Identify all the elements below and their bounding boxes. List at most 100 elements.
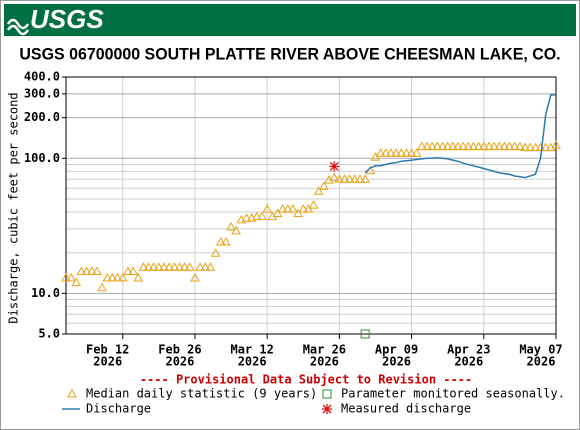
median-marker <box>386 148 396 157</box>
median-marker <box>205 262 216 271</box>
y-tick-label: 100.0 <box>24 151 60 165</box>
x-tick-label: 2026 <box>454 355 483 369</box>
median-marker <box>489 141 499 151</box>
median-marker <box>447 141 458 151</box>
median-marker <box>525 142 536 152</box>
header-band <box>4 4 576 36</box>
median-marker <box>422 141 432 151</box>
median-marker <box>272 208 283 218</box>
median-marker <box>313 186 324 195</box>
median-marker <box>380 148 391 157</box>
median-marker <box>66 272 77 282</box>
median-marker <box>329 172 340 182</box>
legend-swatch <box>322 404 332 414</box>
median-marker <box>298 204 309 213</box>
median-marker <box>184 262 195 271</box>
median-marker <box>221 236 231 246</box>
median-marker <box>494 141 505 151</box>
legend-label: Measured discharge <box>341 402 471 416</box>
median-marker <box>293 208 303 218</box>
median-marker <box>102 272 113 282</box>
median-marker <box>210 248 221 257</box>
median-marker <box>174 262 185 271</box>
median-marker <box>334 174 345 183</box>
median-marker <box>288 204 298 213</box>
y-axis-label: Discharge, cubic feet per second <box>7 92 21 323</box>
median-marker <box>473 141 484 151</box>
legend-swatch <box>322 389 332 399</box>
median-marker <box>107 272 118 282</box>
x-tick-label: 2026 <box>382 355 411 369</box>
median-marker <box>319 181 329 190</box>
median-marker <box>396 148 407 157</box>
median-marker <box>509 141 520 151</box>
y-tick-label: 300.0 <box>24 86 60 100</box>
median-marker <box>86 266 97 276</box>
median-marker <box>277 204 288 213</box>
median-marker <box>484 141 494 151</box>
median-marker <box>231 225 242 235</box>
median-marker <box>133 272 144 282</box>
median-marker <box>442 141 453 151</box>
median-marker <box>437 141 448 151</box>
median-marker <box>215 236 226 246</box>
y-tick-label: 10.0 <box>31 286 60 300</box>
median-marker <box>540 142 551 152</box>
x-tick-label: 2026 <box>165 355 194 369</box>
median-marker <box>504 141 515 151</box>
median-marker <box>355 174 365 183</box>
median-marker <box>375 148 386 157</box>
x-tick-label: Feb 12 <box>86 343 129 357</box>
median-marker <box>551 140 561 149</box>
median-marker <box>463 141 474 151</box>
median-marker <box>76 266 87 276</box>
y-tick-label: 200.0 <box>24 110 60 124</box>
provisional-note: ---- Provisional Data Subject to Revisio… <box>140 373 472 387</box>
median-marker <box>257 211 267 221</box>
median-marker <box>303 204 314 213</box>
median-marker <box>71 277 82 287</box>
median-marker <box>92 266 102 276</box>
median-marker <box>339 174 350 183</box>
median-marker <box>468 141 479 151</box>
median-marker <box>164 262 175 271</box>
median-marker <box>200 262 211 271</box>
x-tick-label: Feb 26 <box>158 343 201 357</box>
y-tick-label: 5.0 <box>38 327 60 341</box>
median-marker <box>515 141 525 151</box>
median-marker <box>195 262 205 271</box>
x-tick-label: 2026 <box>527 355 556 369</box>
median-marker <box>262 204 273 213</box>
median-marker <box>478 141 489 151</box>
median-marker <box>97 282 107 292</box>
median-marker <box>391 148 401 157</box>
median-marker <box>427 141 438 151</box>
median-marker <box>360 174 371 183</box>
median-marker <box>417 141 427 151</box>
median-marker <box>411 148 422 157</box>
median-marker <box>458 141 469 151</box>
median-marker <box>153 262 164 271</box>
median-marker <box>349 174 360 183</box>
median-marker <box>530 142 541 152</box>
median-marker <box>61 272 71 282</box>
median-marker <box>453 141 463 151</box>
median-marker <box>81 266 92 276</box>
logo-waves <box>6 18 30 36</box>
median-marker <box>112 272 123 282</box>
x-tick-label: Apr 23 <box>447 343 490 357</box>
median-marker <box>520 142 530 152</box>
x-tick-label: 2026 <box>310 355 339 369</box>
median-marker <box>169 262 180 271</box>
median-marker <box>190 272 200 282</box>
median-marker <box>226 221 236 231</box>
x-tick-label: Mar 26 <box>303 343 346 357</box>
median-marker <box>117 272 128 282</box>
median-marker <box>432 141 443 151</box>
logo: USGS <box>30 4 104 34</box>
median-marker <box>148 262 159 271</box>
median-marker <box>251 211 262 221</box>
chart-title: USGS 06700000 SOUTH PLATTE RIVER ABOVE C… <box>19 45 560 64</box>
median-marker <box>159 262 169 271</box>
